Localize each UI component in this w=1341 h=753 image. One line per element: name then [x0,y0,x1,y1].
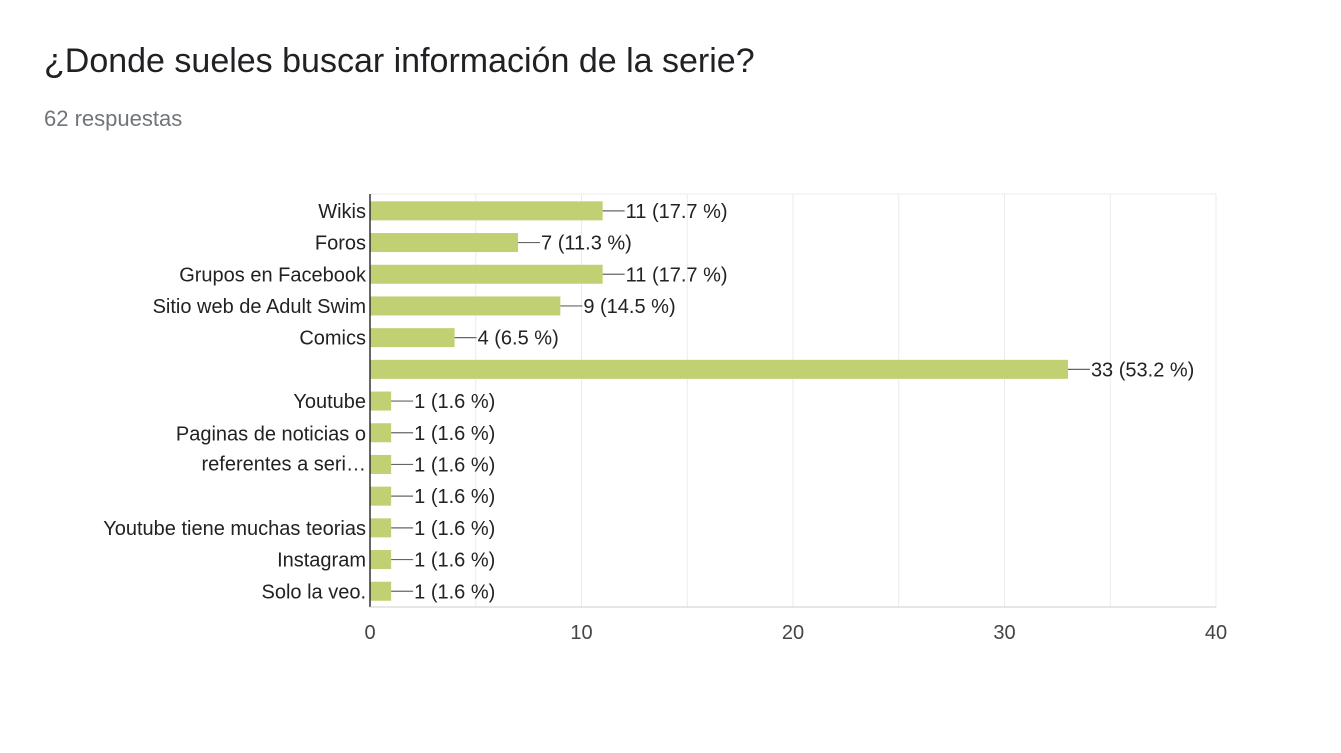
bar [370,423,392,443]
bar [370,201,603,221]
data-label: 33 (53.2 %) [1091,359,1194,381]
bar [370,359,1068,379]
category-label: Instagram [277,550,366,572]
data-labels: 11 (17.7 %) 7 (11.3 %) 11 (17.7 %) 9 (14.5 … [391,201,1194,603]
data-label: 1 (1.6 %) [414,454,495,476]
grid-lines [370,193,1217,607]
category-labels: Wikis Foros Grupos en Facebook Sitio web de… [103,201,367,603]
category-label: Foros [315,233,366,255]
data-label: 1 (1.6 %) [414,423,495,445]
x-tick-label: 20 [782,622,804,644]
x-tick-label: 0 [364,622,375,644]
x-tick-label: 10 [570,622,592,644]
category-label: referentes a seri… [201,454,366,476]
data-label: 1 (1.6 %) [414,518,495,540]
data-label: 4 (6.5 %) [478,328,559,350]
category-label: Paginas de noticias o [176,424,366,446]
axes: 0 10 20 30 40 [364,194,1227,644]
bar [370,486,392,506]
data-label: 1 (1.6 %) [414,391,495,413]
bar [370,581,392,601]
data-label: 11 (17.7 %) [626,201,728,223]
data-label: 1 (1.6 %) [414,581,495,603]
data-label: 1 (1.6 %) [414,550,495,572]
page-title: ¿Donde sueles buscar información de la s… [44,42,755,80]
bar [370,550,392,570]
bar [370,264,603,284]
x-tick-label: 30 [993,622,1015,644]
data-label: 1 (1.6 %) [414,486,495,508]
category-label: Youtube [293,391,366,413]
category-label: Sitio web de Adult Swim [153,296,366,318]
x-tick-label: 40 [1205,622,1227,644]
bar [370,391,392,411]
response-count: 62 respuestas [44,106,183,131]
bar [370,328,455,348]
bar [370,296,561,316]
bars [370,201,1068,601]
data-label: 11 (17.7 %) [626,264,728,286]
category-label: Youtube tiene muchas teorias [103,518,366,540]
data-label: 7 (11.3 %) [541,233,632,255]
bar [370,518,392,538]
category-label: Grupos en Facebook [179,264,367,286]
data-label: 9 (14.5 %) [583,296,675,318]
category-label: Comics [299,328,366,350]
bar [370,454,392,474]
category-label: Solo la veo. [261,581,366,603]
category-label: Wikis [318,201,366,223]
bar [370,233,519,253]
